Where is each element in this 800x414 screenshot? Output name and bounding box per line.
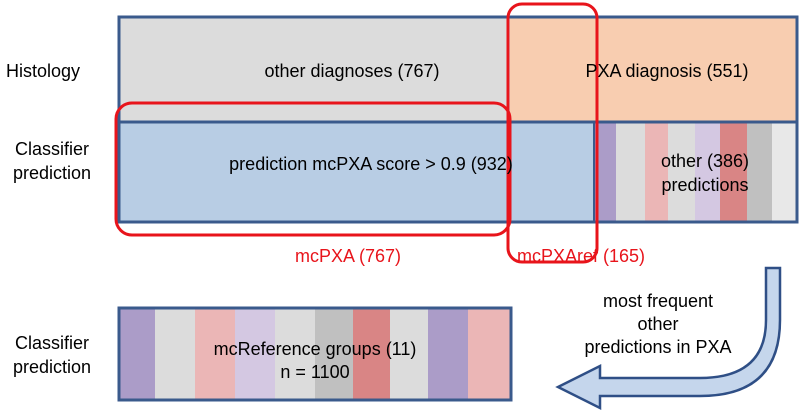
stripe [772, 122, 797, 222]
stripe [428, 308, 468, 400]
reference-stripes [119, 308, 511, 400]
stripe [594, 122, 616, 222]
row-label: prediction [13, 357, 91, 377]
mcpxa-highlight [114, 101, 512, 237]
row-label: prediction [13, 163, 91, 183]
other-predictions-stripes [594, 122, 797, 222]
cell-text: predictions [661, 175, 748, 195]
bottom-box-border [117, 306, 513, 402]
cell-text: mcReference groups (11) [214, 339, 417, 359]
stripe [275, 308, 315, 400]
arrow [555, 266, 782, 411]
arrow-label: other [637, 314, 678, 334]
prediction-cell [119, 122, 594, 222]
stripe [353, 308, 390, 400]
stripe [695, 122, 720, 222]
cell-text: prediction mcPXA score > 0.9 (932) [229, 154, 513, 174]
cell-text: other (386) [661, 151, 749, 171]
row-label: Histology [6, 61, 80, 81]
cell-text: PXA diagnosis (551) [585, 61, 748, 81]
cell-text: other diagnoses (767) [264, 61, 439, 81]
stripe [468, 308, 511, 400]
highlight-label: mcPXA (767) [295, 246, 401, 266]
arrow-label: most frequent [603, 291, 713, 311]
stripe [195, 308, 235, 400]
stripe [390, 308, 428, 400]
stripe [747, 122, 772, 222]
stripe [235, 308, 275, 400]
pxa-diagnosis-cell [510, 17, 797, 122]
stripe [645, 122, 668, 222]
mcpxaref-highlight [506, 2, 599, 264]
stripe [720, 122, 747, 222]
row-label: Classifier [15, 333, 89, 353]
highlight-label: mcPXAref (165) [517, 246, 645, 266]
stripe [119, 308, 155, 400]
row-label: Classifier [15, 139, 89, 159]
arrow-label: predictions in PXA [584, 337, 731, 357]
stripe [616, 122, 645, 222]
cell-text: n = 1100 [280, 362, 349, 382]
stripe [668, 122, 695, 222]
stripe [315, 308, 353, 400]
stripe [155, 308, 195, 400]
top-box-border [117, 15, 799, 224]
